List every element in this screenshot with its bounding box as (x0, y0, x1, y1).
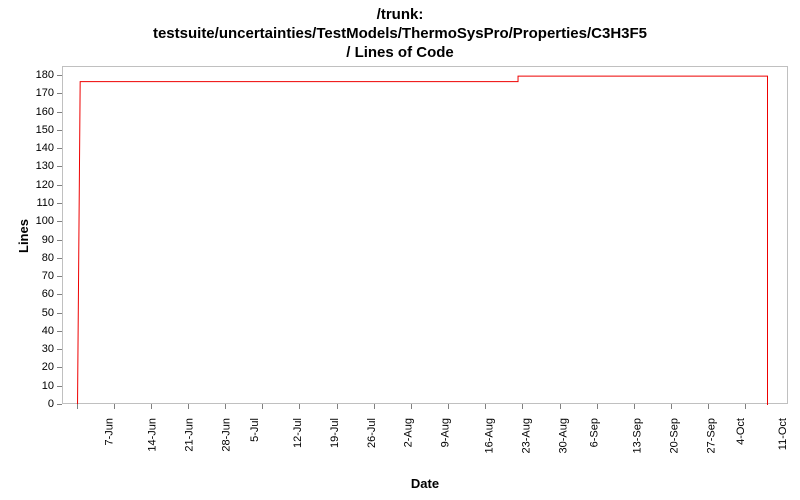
x-tick-mark (522, 404, 523, 409)
x-tick-label: 4-Oct (735, 418, 747, 445)
title-line-1: /trunk: (0, 6, 800, 25)
y-tick-mark (57, 331, 62, 332)
y-tick-label: 130 (0, 160, 54, 172)
x-tick-mark (77, 404, 78, 409)
title-line-3: / Lines of Code (0, 44, 800, 63)
y-tick-label: 120 (0, 179, 54, 191)
y-tick-label: 160 (0, 106, 54, 118)
y-tick-label: 90 (0, 234, 54, 246)
y-tick-mark (57, 367, 62, 368)
x-tick-label: 19-Jul (329, 418, 341, 448)
x-tick-label: 2-Aug (403, 418, 415, 447)
y-tick-label: 80 (0, 252, 54, 264)
y-tick-mark (57, 386, 62, 387)
x-tick-label: 21-Jun (184, 418, 196, 452)
y-tick-label: 30 (0, 343, 54, 355)
y-tick-mark (57, 404, 62, 405)
x-tick-mark (560, 404, 561, 409)
y-tick-mark (57, 221, 62, 222)
x-tick-label: 14-Jun (147, 418, 159, 452)
x-tick-mark (634, 404, 635, 409)
line-series-svg (63, 67, 789, 405)
x-tick-mark (151, 404, 152, 409)
y-tick-label: 20 (0, 361, 54, 373)
y-tick-mark (57, 148, 62, 149)
chart-title: /trunk: testsuite/uncertainties/TestMode… (0, 6, 800, 62)
x-axis-label: Date (62, 476, 788, 491)
x-tick-mark (745, 404, 746, 409)
x-tick-mark (114, 404, 115, 409)
x-tick-label: 28-Jun (221, 418, 233, 452)
y-tick-label: 110 (0, 197, 54, 209)
x-tick-label: 5-Jul (248, 418, 260, 442)
x-tick-mark (671, 404, 672, 409)
x-tick-mark (262, 404, 263, 409)
y-tick-label: 60 (0, 288, 54, 300)
y-tick-label: 50 (0, 307, 54, 319)
y-tick-mark (57, 258, 62, 259)
y-tick-mark (57, 294, 62, 295)
x-tick-label: 11-Oct (777, 418, 789, 450)
x-tick-label: 23-Aug (520, 418, 532, 453)
y-tick-label: 10 (0, 380, 54, 392)
x-tick-mark (337, 404, 338, 409)
x-tick-label: 16-Aug (483, 418, 495, 453)
y-tick-label: 100 (0, 215, 54, 227)
y-tick-label: 170 (0, 87, 54, 99)
y-tick-mark (57, 130, 62, 131)
x-tick-label: 9-Aug (440, 418, 452, 447)
x-tick-label: 7-Jun (104, 418, 116, 446)
y-tick-label: 70 (0, 270, 54, 282)
x-tick-label: 20-Sep (669, 418, 681, 453)
plot-area (62, 66, 788, 404)
x-tick-mark (485, 404, 486, 409)
x-tick-mark (448, 404, 449, 409)
x-tick-mark (597, 404, 598, 409)
x-tick-mark (299, 404, 300, 409)
x-tick-mark (188, 404, 189, 409)
x-tick-mark (411, 404, 412, 409)
y-tick-mark (57, 166, 62, 167)
x-tick-label: 6-Sep (588, 418, 600, 447)
title-line-2: testsuite/uncertainties/TestModels/Therm… (0, 25, 800, 44)
y-tick-mark (57, 313, 62, 314)
x-tick-label: 26-Jul (366, 418, 378, 448)
y-tick-mark (57, 185, 62, 186)
y-tick-mark (57, 112, 62, 113)
y-tick-mark (57, 93, 62, 94)
x-tick-label: 12-Jul (292, 418, 304, 448)
y-tick-label: 0 (0, 398, 54, 410)
y-tick-mark (57, 349, 62, 350)
y-tick-label: 140 (0, 142, 54, 154)
y-tick-label: 180 (0, 69, 54, 81)
y-tick-label: 40 (0, 325, 54, 337)
y-tick-mark (57, 203, 62, 204)
x-tick-label: 27-Sep (706, 418, 718, 453)
y-tick-label: 150 (0, 124, 54, 136)
x-tick-mark (708, 404, 709, 409)
x-tick-mark (374, 404, 375, 409)
loc-series-line (78, 76, 768, 405)
x-tick-label: 30-Aug (557, 418, 569, 453)
x-tick-mark (225, 404, 226, 409)
y-tick-mark (57, 276, 62, 277)
x-tick-label: 13-Sep (632, 418, 644, 453)
y-tick-mark (57, 240, 62, 241)
y-tick-mark (57, 75, 62, 76)
